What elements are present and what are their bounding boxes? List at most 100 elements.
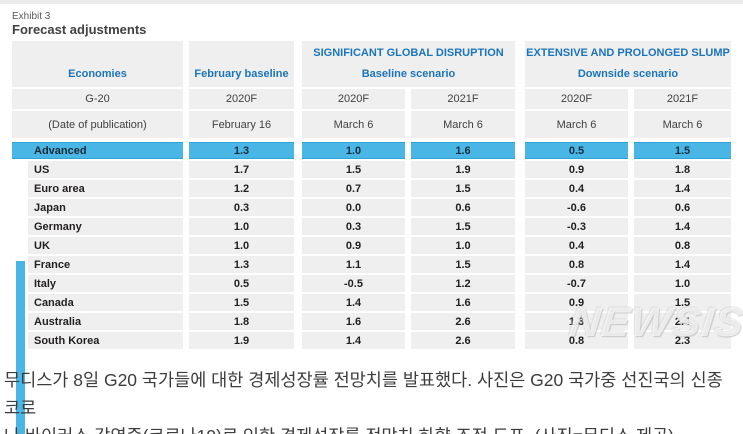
subheader-year: 2020F [525,89,628,109]
value-cell: 1.0 [411,237,515,254]
economy-label: UK [28,237,183,254]
value-cell: 0.9 [302,237,405,254]
value-cell: 0.0 [302,199,405,216]
table-row-australia: Australia 1.8 1.6 2.6 1.3 2.4 [12,313,731,330]
value-cell: 1.2 [411,275,515,292]
value-cell: 2.4 [634,313,731,330]
value-cell: 1.6 [411,294,515,311]
value-cell: 2.3 [634,332,731,349]
value-cell: 1.4 [634,256,731,273]
value-cell: 1.5 [411,256,515,273]
value-cell: 1.9 [411,161,515,178]
economy-label: Italy [28,275,183,292]
group2-title: EXTENSIVE AND PROLONGED SLUMP [526,47,730,59]
date-label: (Date of publication) [12,111,183,138]
subheader-year: 2020F [189,89,294,109]
advanced-group-indicator-bar [16,261,25,434]
value-cell: 0.6 [634,199,731,216]
economy-label: Euro area [28,180,183,197]
economy-label: Germany [28,218,183,235]
value-cell: 1.0 [189,218,294,235]
value-cell: 1.5 [411,218,515,235]
top-edge-strip [0,0,743,4]
value-cell: 2.6 [411,332,515,349]
table-row-germany: Germany 1.0 0.3 1.5 -0.3 1.4 [12,218,731,235]
table-row-south-korea: South Korea 1.9 1.4 2.6 0.8 2.3 [12,332,731,349]
group1-subtitle: Baseline scenario [361,68,456,80]
subheader-year: 2021F [634,89,731,109]
caption-line-2: 나 바이러스 감염증(코로나19)로 인한 경제성장률 전망치 하향 조정 도표… [4,422,742,434]
table-row-euro-area: Euro area 1.2 0.7 1.5 0.4 1.4 [12,180,731,197]
subheader-g20: G-20 [12,89,183,109]
table-row-japan: Japan 0.3 0.0 0.6 -0.6 0.6 [12,199,731,216]
table-header-row: Economies February baseline SIGNIFICANT … [12,41,731,87]
date-cell: February 16 [189,111,294,138]
value-cell: 1.8 [634,161,731,178]
date-cell: March 6 [525,111,628,138]
photo-caption: 무디스가 8일 G20 국가들에 대한 경제성장률 전망치를 발표했다. 사진은… [4,366,742,434]
table-row-uk: UK 1.0 0.9 1.0 0.4 0.8 [12,237,731,254]
table-date-row: (Date of publication) February 16 March … [12,111,731,139]
economy-label: Australia [28,313,183,330]
value-cell: 1.1 [302,256,405,273]
value-cell: 1.4 [302,332,405,349]
value-cell: 1.8 [189,313,294,330]
value-cell: 1.5 [411,180,515,197]
value-cell: 1.6 [411,142,515,159]
value-cell: 1.0 [634,275,731,292]
table-row-france: France 1.3 1.1 1.5 0.8 1.4 [12,256,731,273]
value-cell: 0.8 [525,256,628,273]
value-cell: 0.6 [411,199,515,216]
table-subheader-row: G-20 2020F 2020F 2021F 2020F 2021F [12,89,731,109]
value-cell: 0.7 [302,180,405,197]
table-row-canada: Canada 1.5 1.4 1.6 0.9 1.5 [12,294,731,311]
table-row-italy: Italy 0.5 -0.5 1.2 -0.7 1.0 [12,275,731,292]
value-cell: 1.3 [189,256,294,273]
date-cell: March 6 [411,111,515,138]
value-cell: 1.3 [189,142,294,159]
value-cell: 0.8 [634,237,731,254]
table-row-us: US 1.7 1.5 1.9 0.9 1.8 [12,161,731,178]
economy-label: Canada [28,294,183,311]
value-cell: 0.3 [302,218,405,235]
forecast-table: Economies February baseline SIGNIFICANT … [12,41,731,434]
economy-label: Japan [28,199,183,216]
value-cell: 0.4 [525,237,628,254]
exhibit-label: Exhibit 3 [12,11,51,22]
value-cell: 1.2 [189,180,294,197]
value-cell: 0.8 [525,332,628,349]
economy-label: Advanced [12,142,183,159]
table-body: Advanced 1.3 1.0 1.6 0.5 1.5 US 1.7 1.5 … [12,142,731,434]
value-cell: 1.5 [634,294,731,311]
value-cell: -0.3 [525,218,628,235]
header-february-baseline: February baseline [189,41,294,87]
value-cell: 0.4 [525,180,628,197]
value-cell: -0.7 [525,275,628,292]
subheader-year: 2021F [411,89,515,109]
value-cell: 0.5 [525,142,628,159]
value-cell: 1.7 [189,161,294,178]
value-cell: 1.5 [634,142,731,159]
value-cell: 1.6 [302,313,405,330]
header-economies: Economies [12,41,183,87]
value-cell: 1.5 [302,161,405,178]
value-cell: -0.6 [525,199,628,216]
value-cell: 1.4 [634,218,731,235]
header-group-baseline-scenario: SIGNIFICANT GLOBAL DISRUPTION Baseline s… [302,41,515,87]
caption-line-1: 무디스가 8일 G20 국가들에 대한 경제성장률 전망치를 발표했다. 사진은… [4,370,723,418]
value-cell: 1.9 [189,332,294,349]
value-cell: 1.4 [634,180,731,197]
header-group-downside-scenario: EXTENSIVE AND PROLONGED SLUMP Downside s… [525,41,731,87]
page-title: Forecast adjustments [12,22,147,37]
value-cell: 2.6 [411,313,515,330]
value-cell: 1.5 [189,294,294,311]
value-cell: 0.9 [525,294,628,311]
value-cell: 0.3 [189,199,294,216]
value-cell: 0.5 [189,275,294,292]
value-cell: 0.9 [525,161,628,178]
value-cell: 1.0 [189,237,294,254]
economy-label: US [28,161,183,178]
value-cell: 1.4 [302,294,405,311]
table-row-advanced: Advanced 1.3 1.0 1.6 0.5 1.5 [12,142,731,159]
